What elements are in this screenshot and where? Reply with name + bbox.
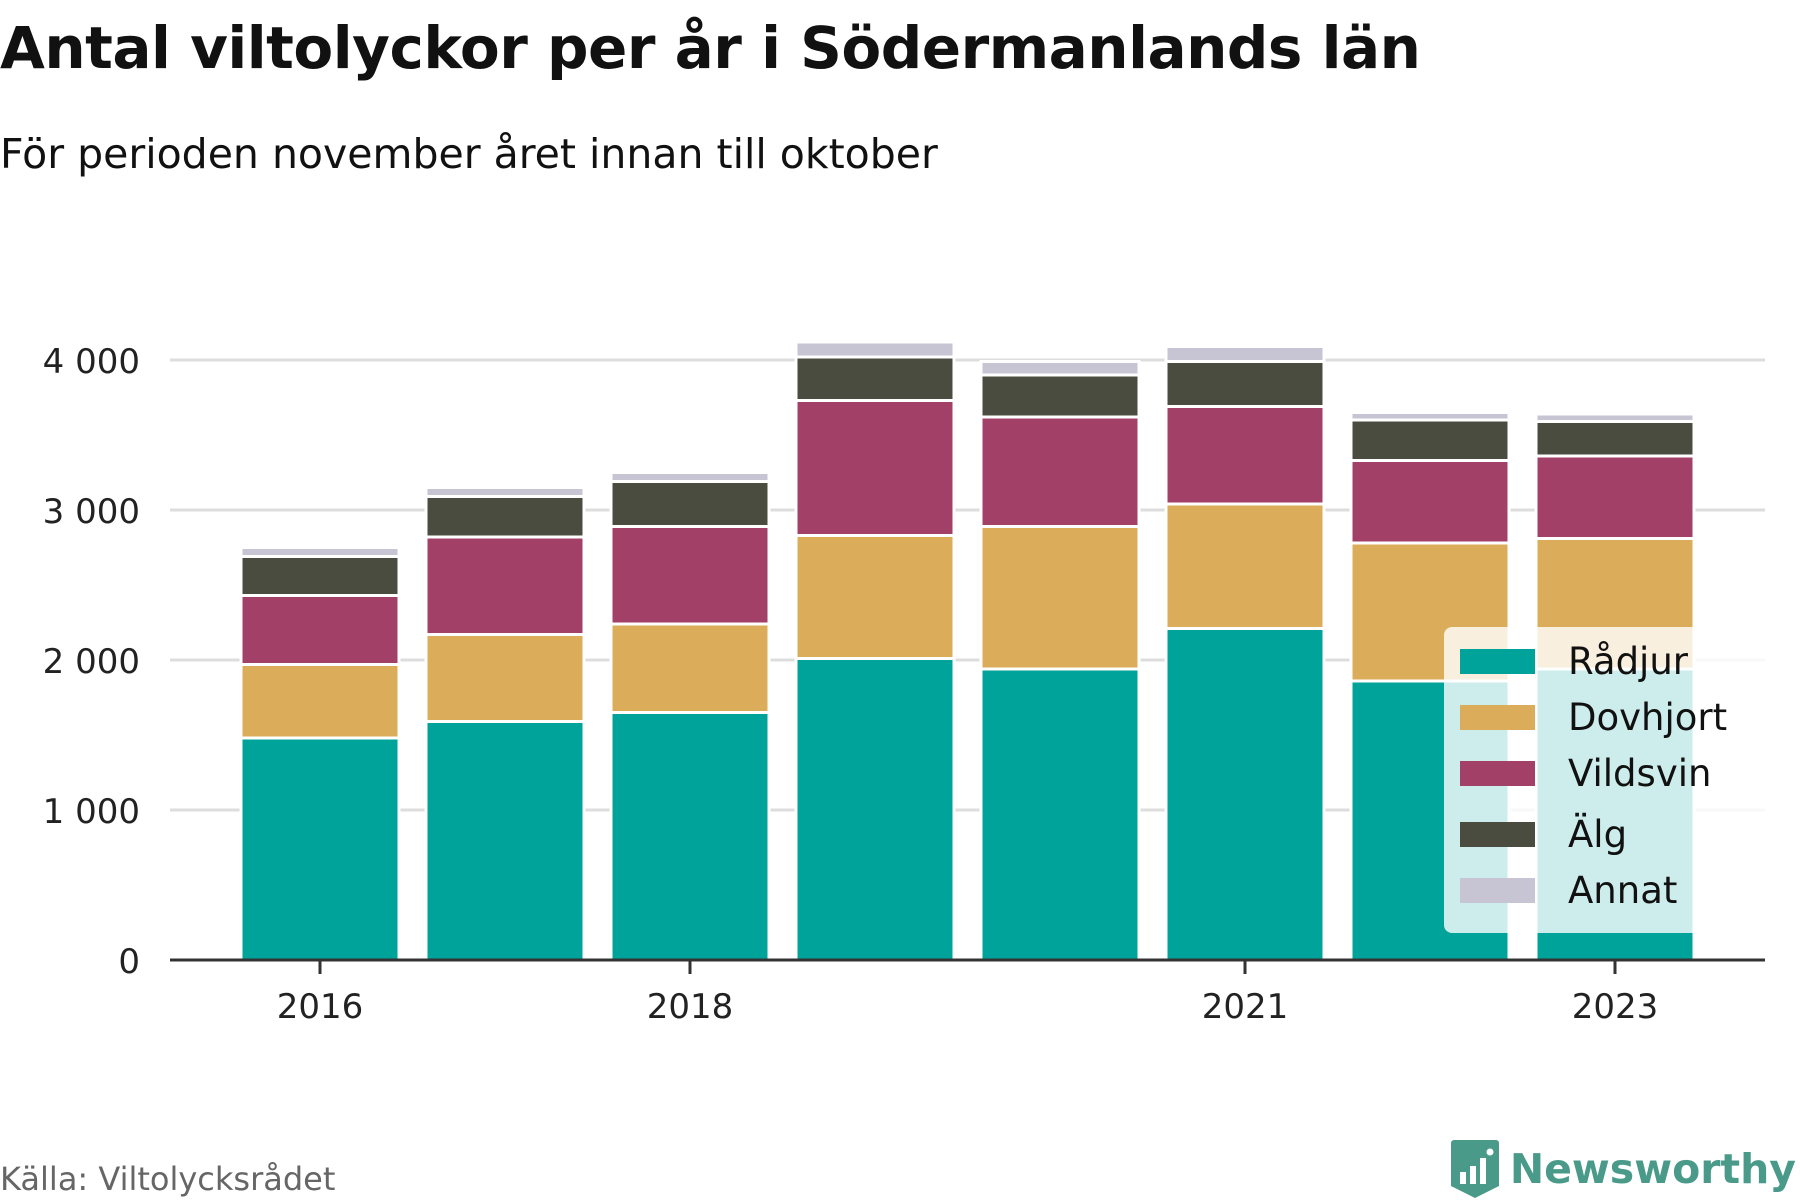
legend-swatch <box>1460 760 1535 786</box>
bar-segment-annat-2021 <box>1164 345 1326 363</box>
bar-segment-älg-2019 <box>794 355 956 402</box>
bar-segment-rådjur-2017 <box>424 720 586 962</box>
bar-segment-rådjur-2020 <box>979 667 1141 962</box>
legend-label: Annat <box>1568 868 1678 912</box>
legend-label: Dovhjort <box>1568 695 1728 739</box>
bar-segment-annat-2020 <box>979 360 1141 377</box>
bar-segment-vildsvin-2022 <box>1349 459 1511 545</box>
bar-segment-vildsvin-2020 <box>979 415 1141 528</box>
y-tick-label: 1 000 <box>43 792 140 832</box>
y-tick-label: 4 000 <box>43 342 140 382</box>
bar-segment-annat-2017 <box>424 486 586 498</box>
x-tick-label: 2016 <box>277 987 364 1027</box>
legend-item-dovhjort: Dovhjort <box>1460 695 1728 739</box>
legend-item-rådjur: Rådjur <box>1460 639 1688 683</box>
x-tick-label: 2018 <box>647 987 734 1027</box>
bar-segment-dovhjort-2016 <box>239 663 401 740</box>
bar-segment-älg-2020 <box>979 373 1141 419</box>
bar-segment-älg-2017 <box>424 495 586 539</box>
bar-segment-vildsvin-2018 <box>609 525 771 626</box>
legend: Rådjur Dovhjort Vildsvin Älg Annat <box>1444 627 1800 933</box>
bar-segment-rådjur-2016 <box>239 736 401 962</box>
bar-segment-vildsvin-2019 <box>794 399 956 537</box>
bar-segment-annat-2019 <box>794 340 956 359</box>
bar-segment-rådjur-2021 <box>1164 627 1326 962</box>
bar-segment-vildsvin-2023 <box>1534 454 1696 540</box>
chart-subtitle: För perioden november året innan till ok… <box>0 130 938 178</box>
chart-title: Antal viltolyckor per år i Södermanlands… <box>0 14 1421 82</box>
bar-segment-älg-2018 <box>609 480 771 528</box>
bar-segment-rådjur-2019 <box>794 657 956 962</box>
legend-label: Vildsvin <box>1568 751 1712 795</box>
bar-segment-annat-2022 <box>1349 411 1511 422</box>
brand-logo: Newsworthy <box>1450 1138 1796 1200</box>
bar-segment-dovhjort-2018 <box>609 622 771 714</box>
legend-swatch <box>1460 648 1535 674</box>
bar-segment-vildsvin-2016 <box>239 594 401 666</box>
y-tick-label: 0 <box>118 942 140 982</box>
x-axis-ticks: 2016 2018 2021 2023 <box>277 960 1659 1027</box>
bar-segment-dovhjort-2019 <box>794 534 956 660</box>
bar-segment-älg-2023 <box>1534 420 1696 458</box>
y-axis-ticks: 0 1 000 2 000 3 000 4 000 <box>43 342 140 982</box>
brand-name: Newsworthy <box>1509 1145 1796 1193</box>
bar-segment-älg-2022 <box>1349 418 1511 462</box>
source-note: Källa: Viltolycksrådet <box>0 1160 336 1198</box>
bar-segment-annat-2023 <box>1534 412 1696 423</box>
bar-segment-vildsvin-2017 <box>424 535 586 636</box>
legend-label: Rådjur <box>1568 639 1688 683</box>
bar-segment-dovhjort-2017 <box>424 633 586 723</box>
bar-segment-rådjur-2018 <box>609 711 771 962</box>
bar-segment-älg-2021 <box>1164 360 1326 408</box>
legend-swatch <box>1460 877 1535 903</box>
legend-item-vildsvin: Vildsvin <box>1460 751 1712 795</box>
legend-swatch <box>1460 704 1535 730</box>
x-tick-label: 2023 <box>1572 987 1659 1027</box>
legend-item-älg: Älg <box>1460 812 1628 856</box>
bar-segment-dovhjort-2020 <box>979 525 1141 671</box>
bar-segment-dovhjort-2021 <box>1164 502 1326 630</box>
legend-item-annat: Annat <box>1460 868 1678 912</box>
bar-segment-älg-2016 <box>239 555 401 597</box>
y-tick-label: 3 000 <box>43 492 140 532</box>
bar-segment-annat-2018 <box>609 471 771 483</box>
y-tick-label: 2 000 <box>43 642 140 682</box>
legend-label: Älg <box>1568 812 1628 856</box>
x-tick-label: 2021 <box>1202 987 1289 1027</box>
bar-segment-annat-2016 <box>239 546 401 558</box>
bar-chart-logo-icon <box>1450 1140 1499 1198</box>
legend-swatch <box>1460 821 1535 847</box>
bar-segment-vildsvin-2021 <box>1164 405 1326 506</box>
